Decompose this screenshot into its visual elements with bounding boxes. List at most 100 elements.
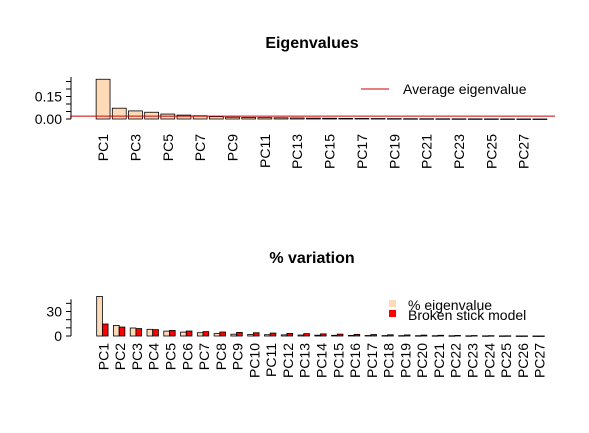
bar-pc24: [467, 118, 483, 120]
bar-percent-eigenvalue-pc7: [196, 332, 204, 337]
bar-pc18: [370, 118, 386, 120]
bar-broken-stick-pc10: [252, 332, 260, 337]
bar-percent-eigenvalue-pc6: [180, 331, 187, 337]
bar-percent-eigenvalue-pc12: [280, 334, 288, 337]
x-tick-label: PC14: [314, 343, 330, 378]
legend-label-percent-eigenvalue: % eigenvalue: [408, 297, 492, 313]
bar-series: [70, 78, 555, 120]
bar-pc16: [338, 118, 354, 120]
x-tick-label: PC9: [230, 343, 246, 370]
bar-broken-stick-pc20: [420, 334, 428, 337]
bar-percent-eigenvalue-pc1: [96, 296, 103, 337]
bar-broken-stick-pc12: [286, 332, 294, 337]
x-tick-label: PC19: [386, 134, 402, 169]
bar-pc8: [208, 116, 224, 120]
legend: Average eigenvalue: [361, 81, 527, 97]
bar-broken-stick-pc6: [185, 330, 193, 337]
x-tick-label: PC17: [364, 343, 380, 378]
bar-pc10: [241, 117, 257, 120]
bar-broken-stick-pc19: [403, 334, 411, 337]
bar-pc1: [95, 78, 111, 120]
x-tick-label: PC3: [129, 343, 145, 370]
legend-swatch-broken-stick: [389, 310, 396, 317]
y-tick-label: 30: [46, 304, 62, 320]
x-tick-label: PC13: [289, 134, 305, 169]
bar-broken-stick-pc9: [236, 332, 243, 337]
bar-broken-stick-pc25: [504, 335, 512, 337]
x-tick-label: PC27: [516, 134, 532, 169]
x-tick-label: PC7: [192, 134, 208, 161]
bar-pc21: [419, 118, 435, 120]
y-axis: 0.00 0.15: [35, 77, 72, 127]
bar-pc13: [289, 117, 305, 120]
bar-percent-eigenvalue-pc2: [113, 324, 120, 337]
bar-broken-stick-pc26: [521, 335, 528, 337]
bar-percent-eigenvalue-pc8: [213, 333, 221, 337]
bar-percent-eigenvalue-pc15: [331, 334, 338, 337]
x-tick-label: PC21: [431, 343, 447, 378]
x-tick-label: PC18: [381, 343, 397, 378]
bar-broken-stick-pc16: [353, 333, 361, 337]
bar-percent-eigenvalue-pc13: [297, 334, 305, 337]
bar-percent-eigenvalue-pc16: [347, 335, 355, 337]
chart-title: Eigenvalues: [265, 35, 358, 52]
x-tick-label: PC5: [163, 343, 179, 370]
bar-broken-stick-pc4: [152, 329, 159, 337]
bar-pc2: [111, 107, 127, 120]
x-tick-label: PC11: [263, 343, 279, 377]
x-tick-label: PC4: [146, 343, 162, 370]
x-tick-label: PC25: [498, 343, 514, 378]
percent-variation-chart: % variation 0 30 PC1 PC2 PC3 PC4 PC5 PC6 PC7 PC8…: [46, 250, 547, 378]
x-tick-label: PC2: [112, 343, 128, 370]
bar-pc11: [257, 117, 273, 120]
bar-broken-stick-pc23: [471, 335, 478, 337]
x-tick-label: PC7: [196, 343, 212, 370]
bar-pc12: [273, 117, 289, 120]
x-tick-label: PC3: [127, 134, 143, 161]
x-tick-label: PC9: [225, 134, 241, 161]
bar-broken-stick-pc18: [387, 334, 394, 337]
bar-percent-eigenvalue-pc9: [230, 333, 237, 337]
x-tick-label: PC1: [95, 134, 111, 161]
bar-broken-stick-pc15: [336, 333, 344, 337]
bar-broken-stick-pc21: [437, 334, 445, 337]
chart-title: % variation: [269, 250, 354, 267]
bar-broken-stick-pc1: [101, 323, 109, 337]
bar-pc6: [176, 114, 192, 120]
x-tick-label: PC24: [481, 343, 497, 378]
legend-label-broken-stick: Broken stick model: [408, 307, 526, 323]
bar-broken-stick-pc11: [269, 332, 277, 337]
bar-pc23: [451, 118, 467, 120]
legend-swatch-percent-eigenvalue: [389, 300, 396, 307]
bar-pc20: [403, 118, 418, 120]
bar-broken-stick-pc3: [135, 328, 143, 337]
bar-broken-stick-pc8: [219, 331, 226, 337]
bar-pc19: [386, 118, 402, 120]
bar-pc14: [306, 117, 321, 120]
bar-percent-eigenvalue-pc18: [381, 335, 388, 337]
x-tick-labels: PC1 PC3 PC5 PC7 PC9 PC11 PC13 PC15 PC17 PC19 PC21 P…: [95, 134, 532, 169]
x-tick-label: PC6: [179, 343, 195, 370]
bar-percent-eigenvalue-pc5: [163, 330, 170, 337]
legend-label-average-eigenvalue: Average eigenvalue: [403, 81, 527, 97]
x-tick-label: PC8: [213, 343, 229, 370]
x-tick-label: PC12: [280, 343, 296, 378]
bar-broken-stick-pc22: [454, 335, 461, 337]
bar-percent-eigenvalue-pc3: [129, 327, 137, 337]
bar-pc28: [532, 118, 548, 120]
bar-pc17: [354, 118, 370, 120]
bar-percent-eigenvalue-pc11: [264, 334, 271, 337]
bar-pc26: [500, 118, 515, 120]
bar-pc27: [516, 118, 532, 120]
bar-broken-stick-pc14: [320, 333, 327, 337]
bar-pc22: [435, 118, 451, 120]
x-tick-label: PC15: [322, 134, 338, 169]
bar-percent-eigenvalue-pc21: [431, 335, 439, 337]
x-tick-label: PC17: [354, 134, 370, 169]
y-axis: 0 30: [46, 299, 72, 344]
x-tick-label: PC11: [257, 134, 273, 168]
legend: % eigenvalue Broken stick model: [389, 297, 526, 323]
bar-pc3: [128, 110, 143, 120]
bar-percent-eigenvalue-pc23: [465, 335, 472, 337]
